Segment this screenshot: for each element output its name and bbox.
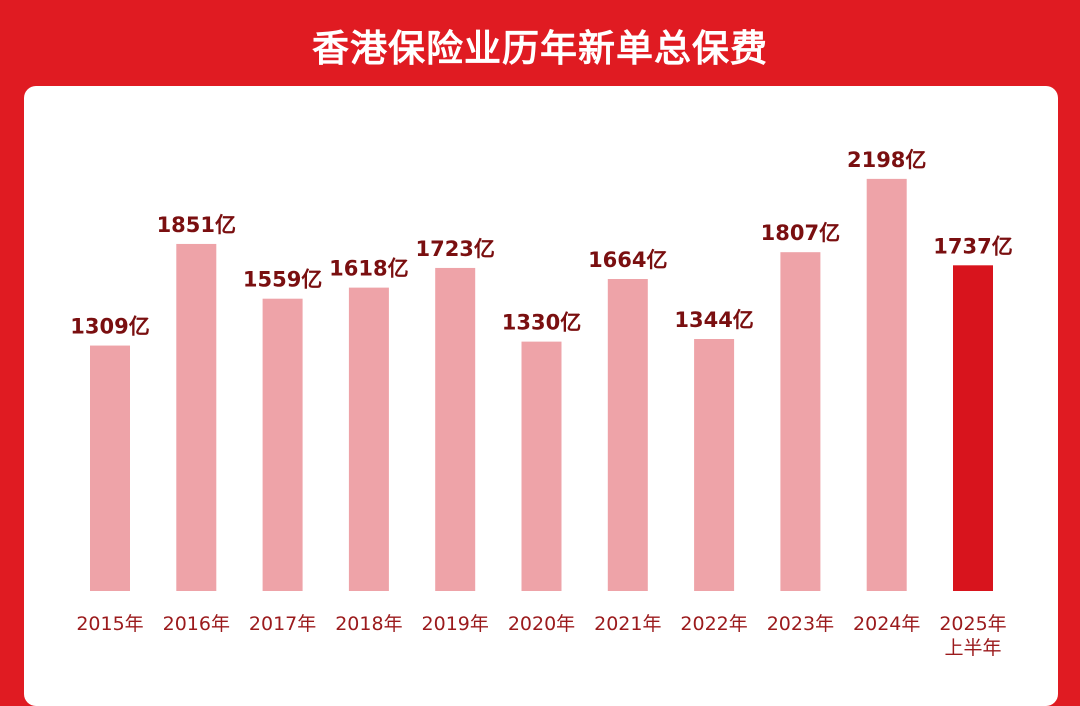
bar-value-label-5: 1723亿 xyxy=(415,237,494,261)
bar-value-label-4: 1618亿 xyxy=(329,257,408,281)
bar-11 xyxy=(953,265,993,591)
bar-value-label-3: 1559亿 xyxy=(243,268,322,292)
bar-value-label-7: 1664亿 xyxy=(588,248,667,272)
bar-value-label-6: 1330亿 xyxy=(502,311,581,335)
bar-value-label-10: 2198亿 xyxy=(847,148,926,172)
bar-value-label-11: 1737亿 xyxy=(933,234,1012,258)
x-tick-label-4: 2018年 xyxy=(335,613,402,635)
bar-2 xyxy=(176,243,217,591)
x-tick-label-11-line-1: 2025年 xyxy=(939,613,1006,635)
x-tick-label-3: 2017年 xyxy=(249,613,316,635)
bar-value-label-1: 1309亿 xyxy=(70,315,149,339)
x-tick-label-6: 2020年 xyxy=(508,613,575,635)
x-tick-labels-group: 2015年 2016年 2017年 2018年 2019年 2020年 2021年 2022年… xyxy=(76,613,1006,659)
x-tick-label-10: 2024年 xyxy=(853,613,920,635)
bar-9 xyxy=(780,252,821,591)
bar-5 xyxy=(435,267,476,591)
bar-chart: 1309亿 1851亿 1559亿 1618亿 1723亿 1330亿 1664亿 1344亿… xyxy=(70,148,1012,659)
x-tick-label-1: 2015年 xyxy=(76,613,143,635)
chart-title: 香港保险业历年新单总保费 xyxy=(312,27,768,70)
x-tick-label-5: 2019年 xyxy=(422,613,489,635)
data-labels-group: 1309亿 1851亿 1559亿 1618亿 1723亿 1330亿 1664亿 1344亿… xyxy=(70,148,1012,339)
x-tick-label-9: 2023年 xyxy=(767,613,834,635)
bars-group xyxy=(90,178,993,591)
bar-4 xyxy=(348,287,389,591)
bar-value-label-2: 1851亿 xyxy=(157,213,236,237)
bar-value-label-8: 1344亿 xyxy=(674,308,753,332)
bar-8 xyxy=(694,339,735,591)
bar-3 xyxy=(262,298,303,591)
bar-6 xyxy=(521,341,562,591)
x-tick-label-7: 2021年 xyxy=(594,613,661,635)
x-tick-label-8: 2022年 xyxy=(680,613,747,635)
bar-1 xyxy=(90,345,130,591)
x-tick-label-11-line-2: 上半年 xyxy=(944,637,1001,659)
bar-value-label-9: 1807亿 xyxy=(761,221,840,245)
bar-7 xyxy=(607,279,648,591)
bar-10 xyxy=(866,178,907,591)
x-tick-label-2: 2016年 xyxy=(163,613,230,635)
